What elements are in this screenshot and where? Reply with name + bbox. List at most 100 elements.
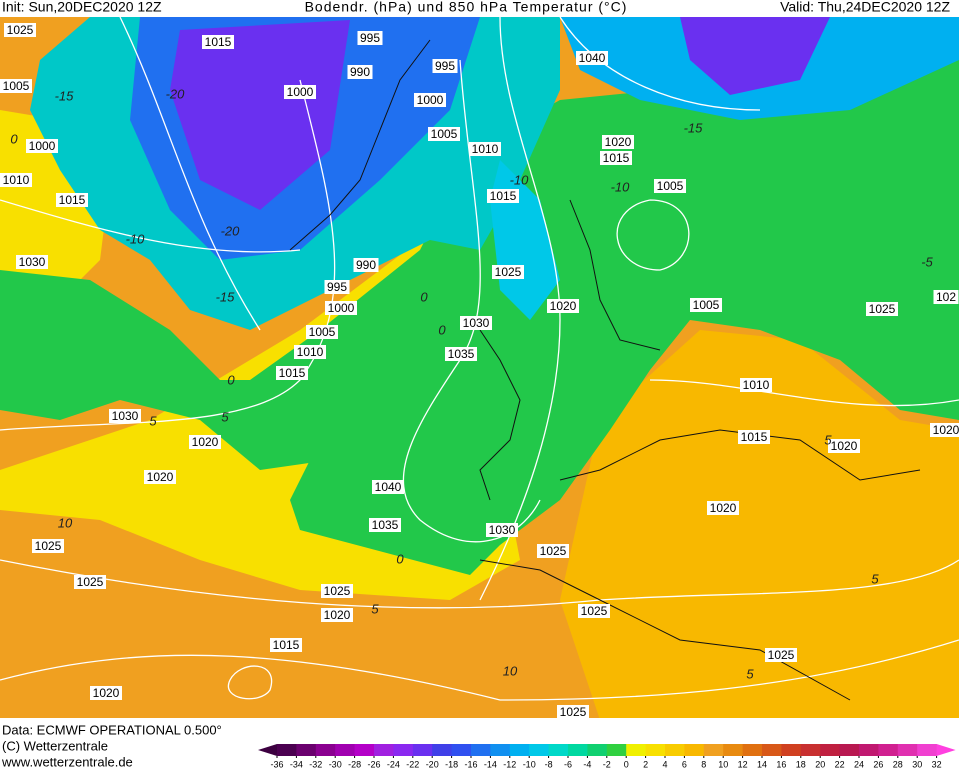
isobar-label-box	[321, 584, 353, 598]
colorbar-segment	[354, 744, 375, 756]
isobar-label: 990	[350, 65, 370, 79]
colorbar-tick-label: 30	[912, 759, 922, 769]
isobar-label: 1025	[77, 575, 104, 589]
colorbar-under	[258, 744, 277, 756]
isobar	[559, 17, 761, 111]
isobar-label: 1020	[933, 423, 959, 437]
colorbar-tick-label: 0	[624, 759, 629, 769]
colorbar-tick-label: 26	[873, 759, 883, 769]
colorbar-tick-label: 32	[932, 759, 942, 769]
colorbar-tick-label: -20	[426, 759, 439, 769]
isobar-label: 1015	[741, 430, 768, 444]
isobar-label-box	[357, 31, 383, 45]
isobar	[649, 379, 959, 407]
colorbar-tick-label: -22	[406, 759, 419, 769]
isobar-label: 1035	[448, 347, 475, 361]
isobar-label: 1005	[309, 325, 336, 339]
isobar-label: 1015	[273, 638, 300, 652]
colorbar-tick-label: 18	[796, 759, 806, 769]
temperature-label: 0	[438, 322, 446, 337]
temperature-label: -10	[611, 179, 631, 194]
coastline	[289, 39, 431, 251]
temperature-label: -5	[921, 254, 933, 269]
isobar-label-box	[557, 705, 589, 718]
isobar-label-box	[353, 258, 379, 272]
colorbar-tick-label: -14	[484, 759, 497, 769]
isobar-label: 995	[327, 280, 347, 294]
colorbar-segment	[277, 744, 297, 756]
isobar	[616, 199, 690, 271]
isobar	[0, 199, 301, 253]
isobar-label: 1040	[579, 51, 606, 65]
isobar-label: 1020	[550, 299, 577, 313]
colorbar-tick-label: -4	[583, 759, 591, 769]
colorbar-segment	[878, 744, 899, 756]
colorbar-tick-label: 6	[682, 759, 687, 769]
isobar-label-box	[4, 23, 36, 37]
isobar-label-box	[432, 59, 458, 73]
colorbar-tick-label: -8	[545, 759, 553, 769]
isobar-label: 1025	[581, 604, 608, 618]
coastline	[569, 199, 661, 351]
isobar-label-box	[866, 302, 898, 316]
isobar-label: 1010	[743, 378, 770, 392]
colorbar-segment	[859, 744, 879, 756]
colorbar-tick-label: -24	[387, 759, 400, 769]
isobar-label: 1025	[560, 705, 587, 719]
isobar-label: 1030	[19, 255, 46, 269]
colorbar-segment	[839, 744, 860, 756]
colorbar-segment	[529, 744, 550, 756]
colorbar-tick-label: 4	[662, 759, 667, 769]
isobar-label: 1000	[417, 93, 444, 107]
isobar-label: 1030	[463, 316, 490, 330]
colorbar-segment	[742, 744, 763, 756]
isobar-label: 1025	[540, 544, 567, 558]
isobar-label: 1025	[324, 584, 351, 598]
temperature-label: 5	[149, 413, 157, 428]
isobar-label: 1025	[35, 539, 62, 553]
isobar-label: 995	[360, 31, 380, 45]
isobars	[0, 17, 959, 701]
isobar-label: 1020	[710, 501, 737, 515]
isobar-label-box	[32, 539, 64, 553]
isobar-label: 1035	[372, 518, 399, 532]
isobar-label-box	[347, 65, 373, 79]
isobar-label-box	[738, 430, 770, 444]
colorbar-segment	[800, 744, 821, 756]
isobar-label-box	[109, 409, 141, 423]
colorbar-segment	[897, 744, 918, 756]
isobar-label-box	[602, 135, 634, 149]
colorbar-tick-label: -6	[564, 759, 572, 769]
colorbar-segment	[296, 744, 317, 756]
isobar-label-box	[0, 173, 32, 187]
isobar-label-box	[765, 648, 797, 662]
colorbar-tick-label: 20	[815, 759, 825, 769]
colorbar-segment	[684, 744, 705, 756]
isobar-label: 995	[435, 59, 455, 73]
isobar-label-box	[492, 265, 524, 279]
isobar-label: 1020	[324, 608, 351, 622]
colorbar-tick-label: 28	[893, 759, 903, 769]
isobar-label-box	[189, 435, 221, 449]
isobar-label-box	[654, 179, 686, 193]
isobar-label-box	[372, 480, 404, 494]
isobar-label-box	[74, 575, 106, 589]
temperature-label: 0	[227, 372, 235, 387]
isobar-label: 1015	[59, 193, 86, 207]
warm-region	[560, 330, 959, 718]
colorbar-segment	[645, 744, 666, 756]
colorbar-segment	[509, 744, 530, 756]
temperature-label: 5	[371, 601, 379, 616]
coastline	[559, 429, 921, 481]
isobar-label-box	[740, 378, 772, 392]
colorbar-segment	[568, 744, 588, 756]
init-time: Init: Sun,20DEC2020 12Z	[2, 0, 162, 15]
colorbar-segment	[703, 744, 724, 756]
isobar-label-box	[90, 686, 122, 700]
isobar-label: 1040	[375, 480, 402, 494]
isobar-label: 1015	[490, 189, 517, 203]
isobar-label-box	[828, 439, 860, 453]
colorbar-segment	[335, 744, 356, 756]
isobar-label-box	[930, 423, 959, 437]
data-source: Data: ECMWF OPERATIONAL 0.500°	[2, 722, 222, 737]
